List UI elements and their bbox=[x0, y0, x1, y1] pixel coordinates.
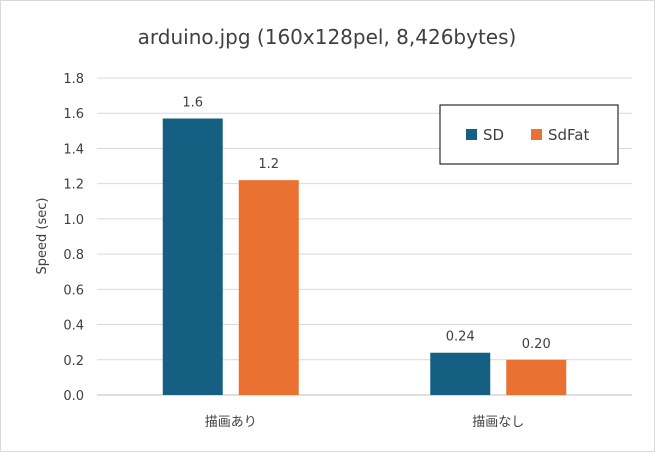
y-tick-label: 0.8 bbox=[63, 248, 84, 263]
bar-sdfat-1 bbox=[506, 359, 567, 395]
bar-sd-1 bbox=[430, 352, 491, 395]
y-tick-label: 0.2 bbox=[63, 354, 84, 369]
y-tick-label: 0.0 bbox=[63, 389, 84, 404]
y-tick-label: 1.6 bbox=[63, 107, 84, 122]
x-tick-label: 描画あり bbox=[205, 415, 257, 430]
legend-label-sdfat: SdFat bbox=[548, 126, 589, 144]
legend-swatch-sdfat bbox=[531, 129, 542, 140]
y-axis-ticks: 0.0 0.2 0.4 0.6 0.8 1.0 1.2 1.4 1.6 1.8 bbox=[63, 72, 84, 404]
data-label: 1.6 bbox=[182, 96, 203, 111]
y-tick-label: 0.6 bbox=[63, 283, 84, 298]
y-tick-label: 0.4 bbox=[63, 319, 84, 334]
y-axis-label: Speed (sec) bbox=[35, 198, 50, 275]
legend-swatch-sd bbox=[466, 129, 477, 140]
x-axis-ticks: 描画あり 描画なし bbox=[205, 415, 525, 430]
bars bbox=[162, 118, 567, 395]
y-tick-label: 1.4 bbox=[63, 142, 84, 157]
y-tick-label: 1.0 bbox=[63, 213, 84, 228]
bar-sd-0 bbox=[162, 118, 223, 395]
y-tick-label: 1.8 bbox=[63, 72, 84, 87]
legend-label-sd: SD bbox=[483, 126, 504, 144]
data-labels: 1.6 1.2 0.24 0.20 bbox=[182, 96, 550, 352]
data-label: 0.20 bbox=[522, 337, 551, 352]
legend: SD SdFat bbox=[439, 104, 619, 165]
data-label: 1.2 bbox=[258, 157, 279, 172]
y-tick-label: 1.2 bbox=[63, 178, 84, 193]
data-label: 0.24 bbox=[446, 330, 475, 345]
chart-title: arduino.jpg (160x128pel, 8,426bytes) bbox=[138, 25, 517, 49]
x-tick-label: 描画なし bbox=[472, 415, 524, 430]
bar-sdfat-0 bbox=[238, 180, 299, 395]
